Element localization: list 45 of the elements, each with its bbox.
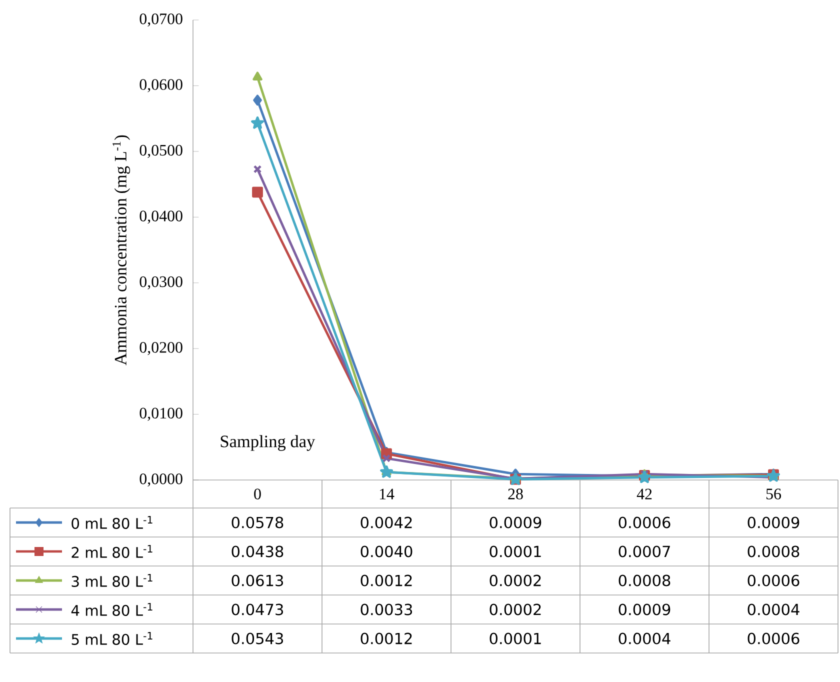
data-label: 0.0006 bbox=[748, 632, 800, 644]
data-label: 0.0001 bbox=[490, 632, 541, 644]
y-tick-label: 0,0600 bbox=[140, 79, 182, 92]
data-label: 0.0543 bbox=[232, 632, 283, 644]
y-tick-label: 0,0700 bbox=[140, 13, 182, 27]
data-label: 0.0001 bbox=[490, 546, 541, 558]
data-label: 0.0042 bbox=[360, 516, 412, 528]
data-label: 0.0438 bbox=[232, 546, 284, 558]
x-tick-label: 42 bbox=[636, 488, 652, 500]
legend-label: 3 mL 80 L$^{-1}$ bbox=[72, 574, 152, 587]
y-tick-label: 0,0000 bbox=[140, 473, 182, 487]
y-tick-label: 0,0200 bbox=[140, 342, 182, 356]
data-label: 0.0040 bbox=[360, 546, 412, 558]
legend-label: 4 mL 80 L$^{-1}$ bbox=[71, 603, 152, 616]
data-label: 0.0007 bbox=[618, 546, 670, 558]
data-label: 0.0006 bbox=[748, 574, 800, 586]
data-label: 0.0012 bbox=[360, 574, 412, 586]
data-label: 0.0008 bbox=[748, 546, 800, 558]
data-label: 0.0578 bbox=[232, 516, 284, 528]
data-label: 0.0033 bbox=[360, 604, 412, 616]
data-label: 0.0009 bbox=[490, 516, 542, 528]
y-tick-label: 0,0100 bbox=[140, 408, 182, 421]
y-tick-label: 0,0500 bbox=[140, 144, 182, 158]
x-axis-title: Sampling day bbox=[220, 435, 316, 451]
data-label: 0.0004 bbox=[618, 632, 670, 644]
data-label: 0.0009 bbox=[748, 516, 800, 528]
data-label: 0.0012 bbox=[360, 632, 412, 644]
y-tick-label: 0,0400 bbox=[140, 210, 182, 224]
x-tick-label: 14 bbox=[380, 488, 394, 500]
x-tick-label: 56 bbox=[766, 488, 782, 500]
data-label: 0.0613 bbox=[232, 574, 283, 586]
data-label: 0.0002 bbox=[490, 574, 541, 586]
y-tick-label: 0,0300 bbox=[140, 276, 182, 290]
legend-label: 0 mL 80 L$^{-1}$ bbox=[72, 516, 152, 529]
data-label: 0.0004 bbox=[748, 604, 800, 616]
x-tick-label: 28 bbox=[508, 488, 523, 500]
data-label: 0.0473 bbox=[232, 604, 283, 616]
data-label: 0.0008 bbox=[618, 574, 670, 586]
data-label: 0.0002 bbox=[490, 604, 541, 616]
data-label: 0.0006 bbox=[618, 516, 670, 528]
x-tick-label: 0 bbox=[254, 488, 261, 500]
legend-label: 5 mL 80 L$^{-1}$ bbox=[72, 632, 152, 645]
legend-label: 2 mL 80 L$^{-1}$ bbox=[72, 545, 152, 558]
data-label: 0.0009 bbox=[618, 604, 670, 616]
y-axis-title: Ammonia concentration (mg L$^{-1}$) bbox=[112, 135, 130, 366]
